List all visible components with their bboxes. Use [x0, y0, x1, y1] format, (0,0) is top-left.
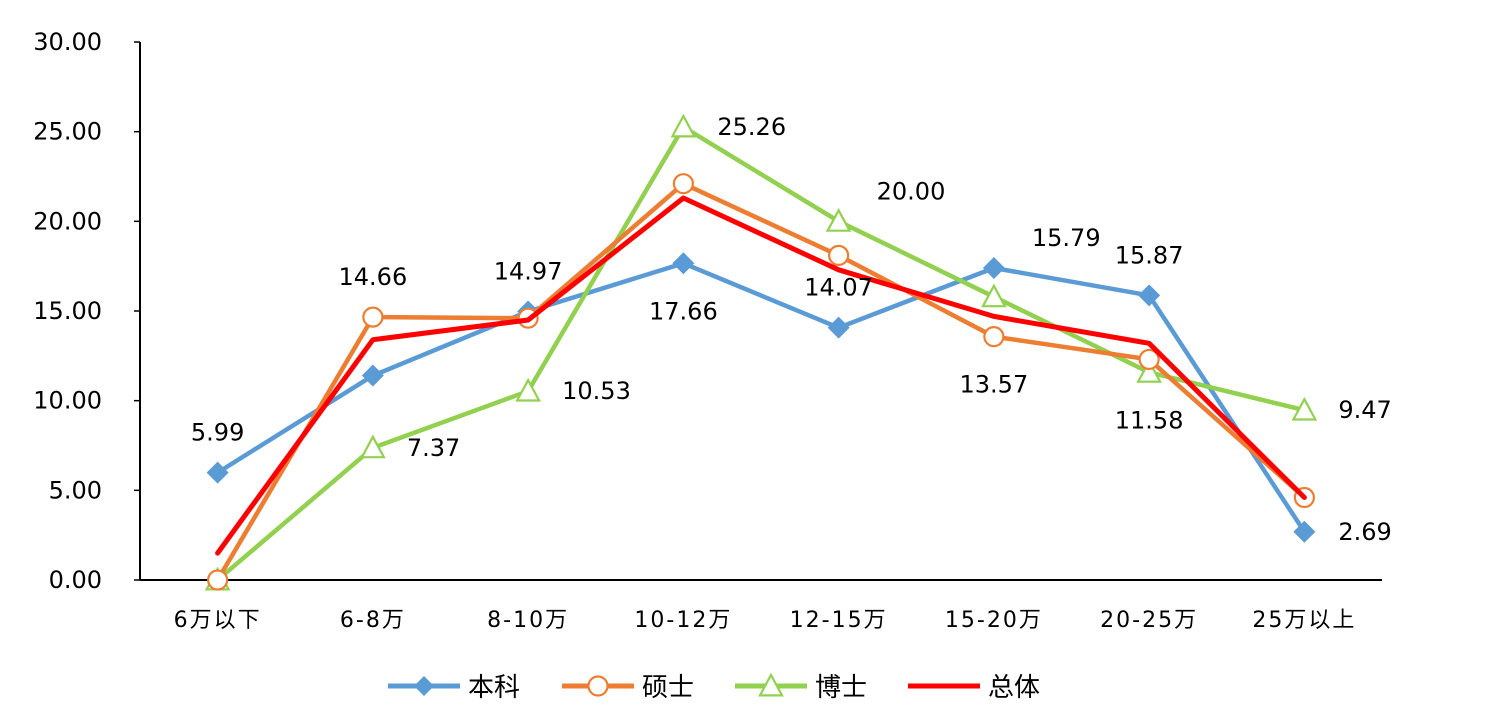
data-point	[1138, 348, 1160, 371]
data-label: 10.53	[562, 377, 631, 405]
data-point	[1293, 520, 1316, 543]
data-point	[983, 326, 1005, 348]
y-tick-label: 5.00	[49, 476, 102, 504]
legend-item: 硕士	[562, 673, 694, 703]
chart-axes: 0.00 5.00 10.00 15.00 20.00 25.00 30.00 6万以下 6-8…	[33, 28, 1382, 633]
data-point	[206, 461, 229, 484]
data-point	[360, 434, 386, 459]
data-point	[825, 208, 852, 232]
data-label: 14.07	[804, 274, 873, 302]
data-label: 15.79	[1032, 224, 1101, 252]
series-layer	[204, 113, 1318, 591]
x-tick-label: 8-10万	[487, 608, 569, 633]
data-label: 5.99	[191, 419, 244, 447]
data-label: 13.57	[960, 371, 1029, 399]
y-tick-label: 10.00	[33, 387, 102, 415]
chart-legend: 本科 硕士 博士 总体	[388, 672, 1040, 703]
data-point	[207, 569, 229, 591]
data-label: 20.00	[877, 177, 946, 205]
data-point	[1291, 396, 1318, 421]
legend-marker	[587, 675, 609, 697]
series-line	[215, 124, 1307, 583]
y-tick-label: 30.00	[33, 28, 102, 56]
series-博士	[204, 113, 1318, 591]
legend-marker	[758, 672, 784, 697]
data-point	[361, 364, 384, 387]
data-point	[515, 377, 541, 402]
y-tick-label: 25.00	[33, 118, 102, 146]
x-tick-label: 20-25万	[1100, 608, 1198, 633]
legend-item: 本科	[388, 673, 520, 703]
data-point	[362, 306, 384, 328]
legend-label: 本科	[468, 673, 520, 703]
data-label: 9.47	[1338, 396, 1391, 424]
data-point	[827, 316, 850, 339]
data-label: 11.58	[1115, 406, 1184, 434]
x-tick-label: 6万以下	[174, 608, 262, 633]
series-line	[215, 195, 1307, 556]
x-tick-label: 10-12万	[634, 608, 732, 633]
data-point	[828, 244, 850, 267]
legend-item: 博士	[735, 672, 867, 703]
legend-item: 总体	[908, 673, 1040, 703]
x-tick-label: 15-20万	[945, 608, 1043, 633]
data-point	[670, 113, 697, 138]
data-point	[1138, 284, 1161, 307]
series-line	[215, 181, 1307, 583]
data-point	[981, 283, 1007, 308]
legend-label: 博士	[815, 673, 867, 703]
data-label: 25.26	[717, 113, 786, 141]
data-label: 2.69	[1338, 518, 1391, 546]
data-point	[672, 252, 695, 275]
y-tick-label: 20.00	[33, 207, 102, 235]
y-tick-label: 0.00	[49, 566, 102, 594]
data-label: 14.66	[339, 263, 408, 291]
x-tick-label: 25万以上	[1252, 608, 1356, 633]
series-总体	[215, 195, 1307, 556]
data-point	[1136, 359, 1162, 383]
legend-label: 总体	[988, 673, 1040, 703]
legend-label: 硕士	[642, 673, 694, 703]
data-label: 15.87	[1115, 241, 1184, 269]
data-label: 17.66	[649, 297, 718, 325]
legend-marker	[414, 676, 434, 696]
y-tick-label: 15.00	[33, 297, 102, 325]
data-labels: 5.99 14.66 7.37 14.97 10.53 25.26 17.66 20.00 14…	[191, 113, 1392, 546]
data-label: 14.97	[494, 258, 563, 286]
series-本科	[206, 252, 1316, 543]
series-line	[215, 261, 1307, 535]
x-tick-label: 6-8万	[340, 608, 406, 633]
data-point	[982, 256, 1005, 279]
x-tick-label: 12-15万	[790, 608, 888, 633]
data-point	[672, 173, 694, 195]
data-label: 7.37	[407, 434, 460, 462]
